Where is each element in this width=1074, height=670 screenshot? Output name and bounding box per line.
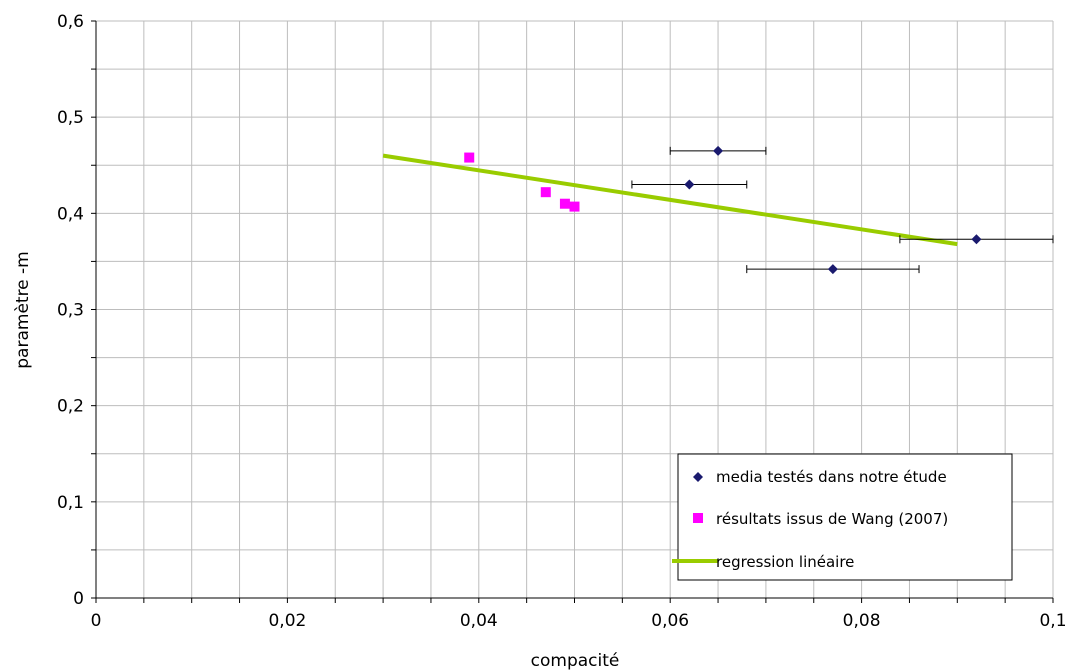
y-tick-label: 0,3 (57, 301, 84, 321)
y-tick-label: 0,1 (57, 493, 84, 513)
legend-item-wang: résultats issus de Wang (2007) (693, 510, 948, 528)
legend-label-media: media testés dans notre étude (716, 468, 947, 486)
legend-box (677, 453, 1013, 581)
media-point (827, 264, 838, 275)
y-tick-label: 0,5 (57, 108, 84, 128)
y-tick-label: 0,6 (57, 12, 84, 32)
x-axis-title: compacité (531, 651, 620, 670)
y-tick-label: 0,4 (57, 204, 84, 224)
data-marks (382, 145, 1054, 275)
x-tick-label: 0,04 (460, 611, 498, 631)
legend-square-marker (693, 513, 703, 523)
media-point (684, 179, 695, 190)
legend-diamond-marker (693, 472, 703, 482)
legend-item-regression: regression linéaire (672, 553, 854, 571)
media-point (971, 234, 982, 245)
y-tick-label: 0,2 (57, 397, 84, 417)
y-axis-title: paramètre -m (13, 251, 33, 368)
x-tick-label: 0,08 (843, 611, 881, 631)
wang-point (464, 152, 475, 163)
x-tick-label: 0 (91, 611, 102, 631)
wang-point (540, 187, 551, 198)
legend-label-regression: regression linéaire (716, 553, 854, 571)
y-tick-label: 0 (73, 589, 84, 609)
legend-item-media: media testés dans notre étude (693, 468, 947, 486)
media-point (713, 145, 724, 156)
tick-labels: 0 0,02 0,04 0,06 0,08 0,1 0 0,1 0,2 0,3 0,4 0,5 0,6 (57, 12, 1067, 631)
x-tick-label: 0,1 (1039, 611, 1066, 631)
regression-line (382, 153, 958, 247)
axes (91, 20, 1054, 603)
wang-point (559, 198, 570, 209)
x-tick-label: 0,06 (651, 611, 689, 631)
legend: media testés dans notre étude résultats … (672, 453, 1013, 581)
wang-point (569, 201, 580, 212)
legend-label-wang: résultats issus de Wang (2007) (716, 510, 948, 528)
x-tick-label: 0,02 (268, 611, 306, 631)
